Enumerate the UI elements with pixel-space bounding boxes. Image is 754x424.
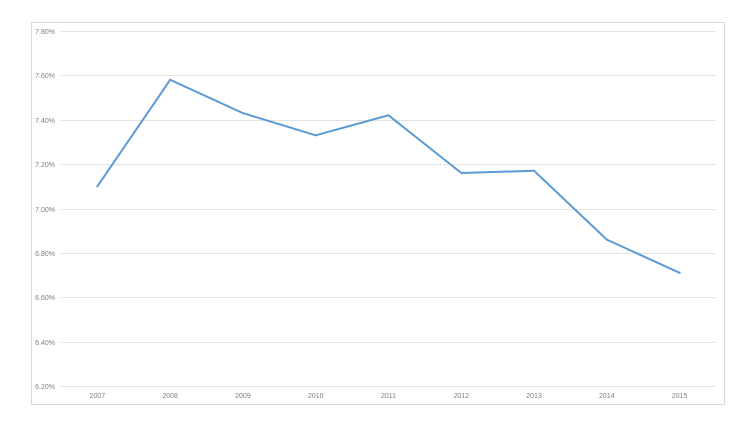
- y-axis-tick-labels: 6.20% 6.40% 6.60% 6.80% 7.00% 7.20% 7.40% 7.60%…: [35, 29, 55, 391]
- x-tick-label: 2013: [526, 393, 542, 400]
- y-tick-label: 7.20%: [35, 162, 55, 169]
- x-axis-tick-labels: 2007 2008 2009 2010 2011 2012 2013 2014 2015: [90, 393, 688, 400]
- x-tick-label: 2010: [308, 393, 324, 400]
- y-tick-label: 6.20%: [35, 384, 55, 391]
- y-tick-label: 7.00%: [35, 207, 55, 214]
- y-tick-label: 6.60%: [35, 295, 55, 302]
- x-tick-label: 2009: [235, 393, 251, 400]
- y-tick-label: 6.40%: [35, 340, 55, 347]
- series-lines: [96, 78, 681, 274]
- data-point: [460, 172, 463, 174]
- gridlines: [61, 31, 716, 387]
- y-tick-label: 7.40%: [35, 118, 55, 125]
- x-tick-label: 2011: [381, 393, 396, 400]
- data-point: [314, 134, 317, 137]
- x-tick-label: 2007: [90, 393, 106, 400]
- y-tick-label: 7.80%: [35, 29, 55, 36]
- data-point: [96, 185, 99, 188]
- y-tick-label: 7.60%: [35, 73, 55, 80]
- x-tick-label: 2015: [672, 393, 688, 400]
- series-line: [96, 78, 681, 274]
- data-point: [169, 78, 172, 81]
- data-point: [605, 238, 608, 241]
- y-tick-label: 6.80%: [35, 251, 55, 258]
- data-point: [533, 169, 536, 172]
- data-point: [678, 271, 681, 274]
- chart-frame: [31, 22, 725, 405]
- data-point: [241, 112, 244, 115]
- x-tick-label: 2012: [453, 393, 469, 400]
- x-tick-label: 2008: [162, 393, 178, 400]
- x-tick-label: 2014: [599, 393, 615, 400]
- data-point: [387, 114, 390, 117]
